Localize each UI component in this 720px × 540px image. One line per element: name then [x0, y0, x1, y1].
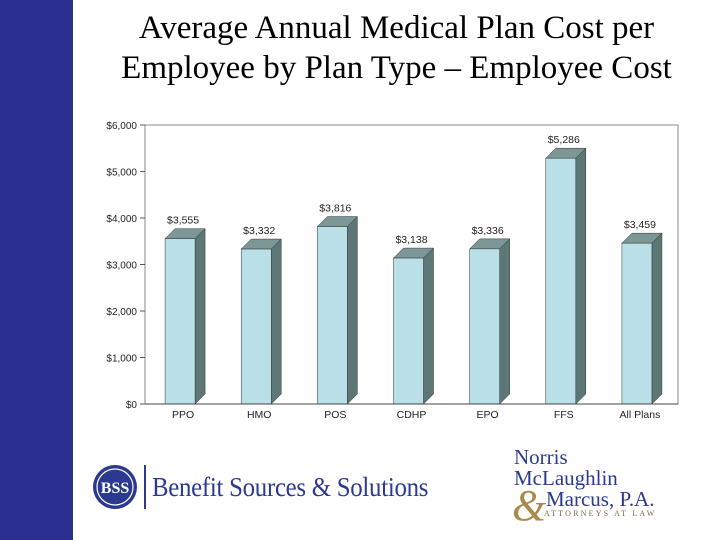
bar	[240, 248, 272, 405]
y-tick-label: $4,000	[106, 214, 137, 225]
nmm-line-1: Norris	[514, 445, 568, 469]
nmm-ampersand: &	[512, 481, 547, 530]
title-line-1: Average Annual Medical Plan Cost per	[138, 10, 655, 46]
nmm-logo: Norris McLaughlin & Marcus, P.A. ATTORNE…	[510, 445, 710, 530]
bar-value-label: $3,816	[319, 203, 351, 215]
bar	[621, 242, 653, 405]
bar	[164, 238, 196, 405]
y-tick-label: $0	[126, 400, 138, 411]
bss-divider	[144, 465, 146, 509]
bar	[469, 248, 500, 405]
bss-monogram-icon: BSS	[93, 465, 137, 509]
bss-name: Benefit Sources & Solutions	[152, 471, 429, 502]
bar-value-label: $3,138	[395, 234, 427, 246]
bar-value-label: $5,286	[548, 134, 580, 146]
bar-side	[194, 228, 206, 405]
x-tick-label: EPO	[477, 409, 499, 421]
bss-monogram-text: BSS	[101, 480, 130, 497]
bar-chart: $0 $1,000 $2,000 $3,000 $4,000 $5,000 $6,000 $3…	[106, 121, 679, 421]
bar-value-label: $3,459	[624, 219, 656, 231]
x-tick-label: CDHP	[397, 409, 427, 421]
nmm-tagline: ATTORNEYS AT LAW	[544, 509, 657, 518]
bar	[317, 226, 348, 405]
bar-side	[575, 147, 587, 405]
bar-side	[347, 215, 358, 405]
y-tick-label: $5,000	[106, 168, 137, 179]
bar-value-label: $3,555	[167, 215, 199, 227]
x-tick-label: PPO	[172, 409, 194, 421]
x-tick-label: All Plans	[619, 409, 660, 421]
slide-title: Average Annual Medical Plan Cost per Emp…	[73, 8, 720, 88]
left-accent-bar	[0, 0, 73, 540]
bss-logo: BSS Benefit Sources & Solutions	[92, 459, 452, 515]
nmm-line-2: McLaughlin	[514, 466, 618, 490]
x-tick-label: POS	[324, 409, 346, 421]
bar-side	[499, 238, 510, 405]
bar-value-label: $3,336	[472, 225, 504, 237]
x-tick-label: HMO	[247, 409, 272, 421]
y-tick-label: $6,000	[106, 121, 137, 132]
title-line-2: Employee by Plan Type – Employee Cost	[121, 50, 672, 86]
y-tick-label: $3,000	[106, 261, 137, 272]
nmm-line-3: Marcus, P.A.	[546, 487, 655, 511]
bar	[393, 257, 424, 405]
bar	[545, 157, 577, 405]
bar-side	[270, 238, 282, 405]
bar-side	[423, 247, 434, 405]
x-tick-label: FFS	[554, 409, 574, 421]
y-tick-label: $2,000	[106, 307, 137, 318]
bar-side	[651, 232, 663, 405]
bar-value-label: $3,332	[243, 225, 275, 237]
y-tick-label: $1,000	[106, 354, 137, 365]
